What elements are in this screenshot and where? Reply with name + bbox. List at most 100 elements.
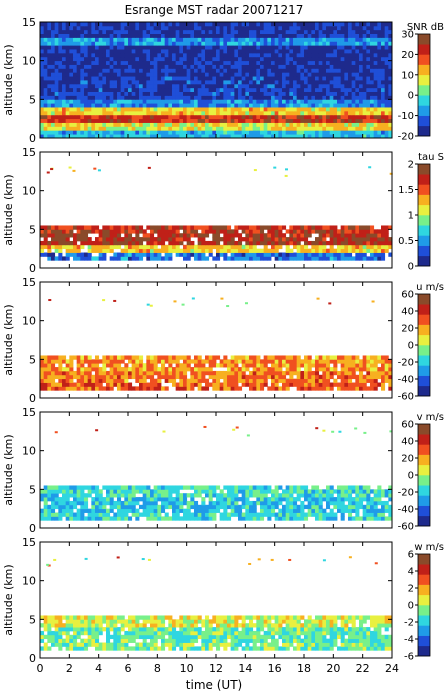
heatmap-cell xyxy=(120,25,125,31)
heatmap-cell xyxy=(87,122,92,127)
heatmap-cell xyxy=(263,118,268,123)
heatmap-cell xyxy=(388,244,393,250)
heatmap-cell xyxy=(142,118,147,123)
heatmap-cell xyxy=(58,363,63,368)
heatmap-cell xyxy=(146,99,151,104)
heatmap-cell xyxy=(139,83,144,89)
heatmap-cell xyxy=(58,508,63,513)
heatmap-cell xyxy=(219,29,224,34)
heatmap-cell xyxy=(384,130,389,135)
heatmap-cell xyxy=(80,355,85,360)
heatmap-cell xyxy=(384,56,389,62)
heatmap-cell xyxy=(172,378,177,383)
heatmap-cell xyxy=(333,504,338,510)
heatmap-cell xyxy=(73,103,78,108)
heatmap-cell xyxy=(216,91,221,96)
heatmap-cell xyxy=(51,25,56,31)
heatmap-cell xyxy=(87,64,92,69)
heatmap-cell xyxy=(142,126,147,131)
heatmap-cell xyxy=(315,45,320,50)
heatmap-cell xyxy=(381,52,386,58)
heatmap-cell xyxy=(58,95,63,100)
heatmap-cell xyxy=(370,256,375,261)
heatmap-cell xyxy=(109,367,114,372)
heatmap-cell xyxy=(223,45,228,50)
heatmap-cell xyxy=(161,103,166,108)
heatmap-cell xyxy=(263,68,268,73)
heatmap-cell xyxy=(307,233,312,238)
heatmap-cell xyxy=(146,91,151,96)
heatmap-cell xyxy=(260,22,265,27)
heatmap-cell xyxy=(252,91,257,96)
heatmap-cell xyxy=(131,363,136,368)
heatmap-cell xyxy=(267,60,272,65)
heatmap-cell xyxy=(161,107,166,112)
heatmap-cell xyxy=(304,95,309,100)
heatmap-cell xyxy=(62,68,67,73)
heatmap-cell xyxy=(190,45,195,50)
heatmap-cell xyxy=(381,60,386,65)
heatmap-cell xyxy=(333,233,338,238)
heatmap-cell xyxy=(278,134,283,139)
heatmap-cell xyxy=(241,80,246,85)
heatmap-cell xyxy=(150,126,155,131)
heatmap-cell xyxy=(249,355,254,360)
heatmap-cell xyxy=(84,126,89,131)
heatmap-cell xyxy=(43,110,48,116)
heatmap-cell xyxy=(73,33,78,38)
heatmap-cell xyxy=(47,256,52,261)
heatmap-cell xyxy=(150,363,155,368)
heatmap-cell xyxy=(282,91,287,96)
heatmap-cell xyxy=(267,29,272,34)
heatmap-cell xyxy=(326,110,331,116)
heatmap-cell xyxy=(58,114,63,120)
heatmap-cell xyxy=(329,256,334,261)
heatmap-cell xyxy=(113,134,118,139)
heatmap-cell xyxy=(377,25,382,31)
heatmap-cell xyxy=(377,367,382,372)
heatmap-cell xyxy=(212,225,217,230)
heatmap-cell xyxy=(80,367,85,372)
heatmap-cell xyxy=(348,68,353,73)
heatmap-cell xyxy=(131,122,136,127)
heatmap-cell xyxy=(238,95,243,100)
heatmap-cell xyxy=(153,110,158,116)
heatmap-cell xyxy=(359,25,364,31)
heatmap-cell xyxy=(260,378,265,383)
heatmap-cell xyxy=(197,80,202,85)
heatmap-cell xyxy=(216,103,221,108)
heatmap-cell xyxy=(146,370,151,376)
heatmap-cell xyxy=(219,248,224,253)
heatmap-cell xyxy=(252,252,257,257)
heatmap-cell xyxy=(69,367,74,372)
heatmap-cell xyxy=(370,60,375,65)
heatmap-cell xyxy=(307,367,312,372)
heatmap-cell xyxy=(340,83,345,89)
heatmap-cell xyxy=(98,382,103,387)
heatmap-cell xyxy=(263,252,268,257)
heatmap-cell xyxy=(388,252,393,257)
heatmap-cell xyxy=(153,382,158,387)
heatmap-cell xyxy=(98,22,103,27)
heatmap-cell xyxy=(73,240,78,246)
heatmap-cell xyxy=(201,91,206,96)
heatmap-cell xyxy=(84,22,89,27)
echo-mark xyxy=(97,169,101,172)
heatmap-cell xyxy=(190,114,195,120)
colorbar-swatch xyxy=(418,245,430,257)
heatmap-cell xyxy=(183,56,188,62)
heatmap-cell xyxy=(179,382,184,387)
heatmap-cell xyxy=(113,130,118,135)
heatmap-cell xyxy=(282,382,287,387)
heatmap-cell xyxy=(300,80,305,85)
heatmap-cell xyxy=(95,107,100,112)
heatmap-cell xyxy=(212,130,217,135)
heatmap-cell xyxy=(146,29,151,34)
heatmap-cell xyxy=(289,72,294,77)
heatmap-cell xyxy=(388,504,393,510)
heatmap-cell xyxy=(87,367,92,372)
heatmap-cell xyxy=(241,83,246,89)
heatmap-cell xyxy=(249,378,254,383)
heatmap-cell xyxy=(344,41,349,46)
heatmap-cell xyxy=(322,126,327,131)
